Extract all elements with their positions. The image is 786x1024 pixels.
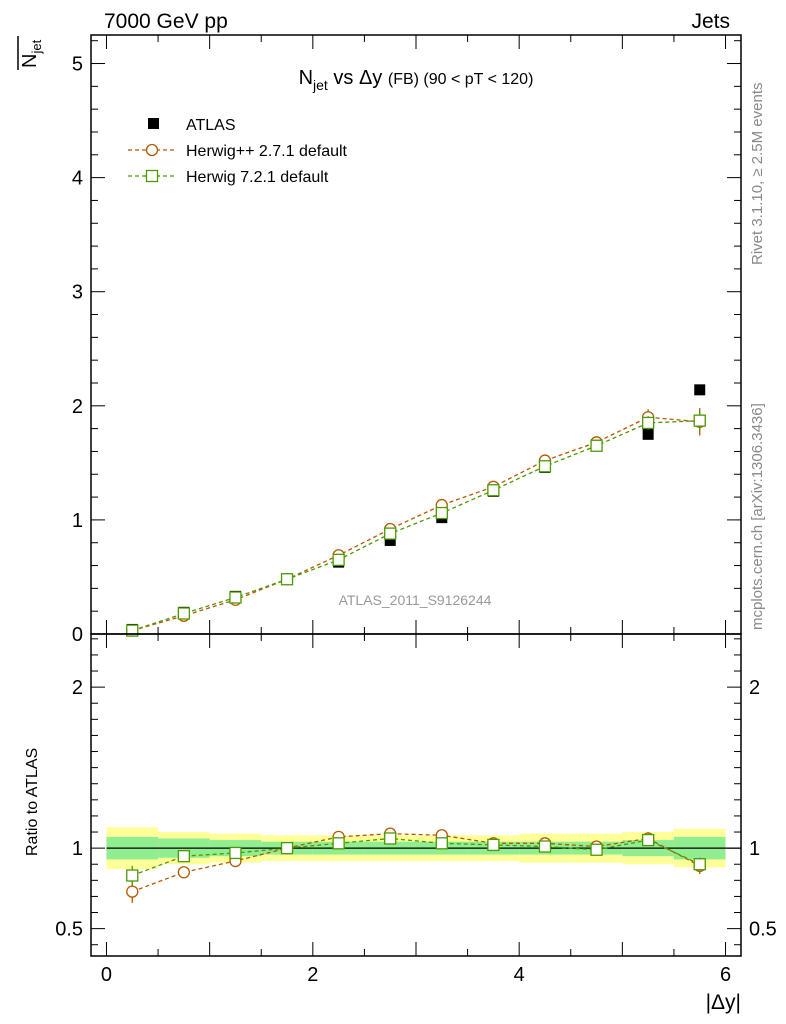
rivet-label: Rivet 3.1.10, ≥ 2.5M events: [749, 83, 766, 266]
legend-label-herwigpp: Herwig++ 2.7.1 default: [186, 143, 348, 160]
ratio-frame: [90, 633, 742, 957]
main-marks: [126, 384, 706, 637]
main-ylabel: Njet: [17, 36, 44, 70]
ratio-point-herwig7: [126, 869, 139, 882]
main-point-atlas: [642, 428, 654, 440]
legend-entry-atlas: ATLAS: [148, 117, 236, 134]
ratio-xtick-label: 4: [514, 964, 525, 986]
ratio-line-herwig7: [132, 837, 701, 877]
main-point-atlas: [694, 384, 706, 396]
main-point-herwig7: [229, 591, 242, 604]
ratio-xtick-label: 6: [720, 964, 731, 986]
ratio-point-herwig7: [229, 846, 242, 860]
ratio-point-herwig7: [332, 837, 345, 850]
ratio-ytick-label-right: 2: [749, 677, 760, 699]
header-energy: 7000 GeV pp: [104, 10, 228, 33]
title-sub: jet: [312, 77, 328, 93]
main-title: Njet vs Δy (FB) (90 < pT < 120): [299, 67, 534, 93]
main-point-herwig7: [590, 439, 603, 452]
ratio-point-herwig7: [280, 841, 294, 855]
legend-marker-herwig7: [145, 169, 159, 183]
main-point-herwig7: [177, 607, 191, 620]
legend-label-atlas: ATLAS: [186, 117, 236, 134]
title-small: (FB) (90 < pT < 120): [388, 71, 534, 88]
main-line-herwigpp: [132, 416, 700, 632]
x-axis-label: |Δy|: [706, 991, 741, 1014]
ylabel-n: N: [19, 54, 41, 68]
main-point-herwig7: [487, 484, 500, 497]
ratio-ytick-label-right: 1: [749, 838, 760, 860]
legend-marker-herwigpp: [145, 143, 159, 157]
ratio-xtick-label: 0: [101, 964, 112, 986]
main-point-herwig7: [384, 527, 397, 540]
main-point-herwig7: [126, 624, 139, 637]
main-ytick-label: 2: [72, 396, 83, 418]
main-point-herwig7: [693, 414, 706, 427]
ratio-point-herwig7: [384, 832, 397, 845]
ratio-point-herwig7: [538, 840, 552, 853]
ratio-axes: 0.5 1 2 0 2 4 6 0.5 1 2: [55, 634, 777, 986]
ylabel-sub: jet: [29, 39, 44, 54]
ratio-point-herwigpp: [177, 866, 191, 879]
main-ytick-label: 1: [72, 510, 83, 532]
main-point-herwig7: [435, 506, 448, 520]
ratio-point-herwig7: [590, 843, 603, 856]
main-point-herwig7: [641, 416, 655, 430]
legend: ATLAS Herwig++ 2.7.1 default Herwig 7.2.…: [128, 117, 348, 186]
ratio-marks: [106, 827, 741, 903]
ratio-panel: 0.5 1 2 0 2 4 6 0.5 1 2 Ratio to ATLAS |Δy|: [24, 633, 777, 1014]
legend-marker-atlas: [148, 118, 159, 129]
main-panel: 0 1 2 3 4 5 Njet vs Δy (FB) (90 < pT < 120) A…: [17, 34, 742, 646]
ylabel-text: Njet: [19, 39, 44, 68]
ratio-line-herwigpp: [132, 832, 701, 893]
analysis-watermark: ATLAS_2011_S9126244: [339, 592, 492, 608]
ratio-point-herwig7: [177, 850, 191, 863]
main-point-herwig7: [538, 460, 552, 473]
main-point-herwig7: [332, 553, 345, 566]
main-axes: 0 1 2 3 4 5: [72, 35, 741, 646]
ratio-point-herwig7: [641, 833, 655, 847]
main-line-herwig7: [132, 419, 700, 632]
main-point-atlas: [384, 534, 396, 546]
ratio-point-herwigpp: [126, 885, 139, 898]
ratio-ytick-label: 1: [72, 838, 83, 860]
main-ytick-label: 0: [72, 624, 83, 646]
title-n: N: [299, 67, 313, 89]
main-ytick-label: 4: [72, 168, 83, 190]
legend-entry-herwig7: Herwig 7.2.1 default: [128, 169, 329, 186]
ratio-ytick-label-right: 0.5: [749, 919, 777, 941]
ratio-ylabel: Ratio to ATLAS: [24, 748, 41, 856]
ratio-xtick-label: 2: [307, 964, 318, 986]
legend-label-herwig7: Herwig 7.2.1 default: [186, 169, 329, 186]
main-point-herwig7: [280, 573, 294, 586]
ratio-point-herwig7: [487, 838, 500, 852]
legend-entry-herwigpp: Herwig++ 2.7.1 default: [128, 143, 348, 160]
ratio-point-herwig7: [693, 858, 706, 871]
ratio-point-herwig7: [435, 837, 448, 850]
mcplots-label: mcplots.cern.ch [arXiv:1306.3436]: [749, 403, 766, 630]
header-process: Jets: [691, 10, 730, 33]
main-ytick-label: 3: [72, 282, 83, 304]
ratio-ytick-label: 2: [72, 677, 83, 699]
ratio-ytick-label: 0.5: [55, 919, 83, 941]
title-rest: vs Δy: [328, 67, 388, 89]
main-ytick-label: 5: [72, 54, 83, 76]
